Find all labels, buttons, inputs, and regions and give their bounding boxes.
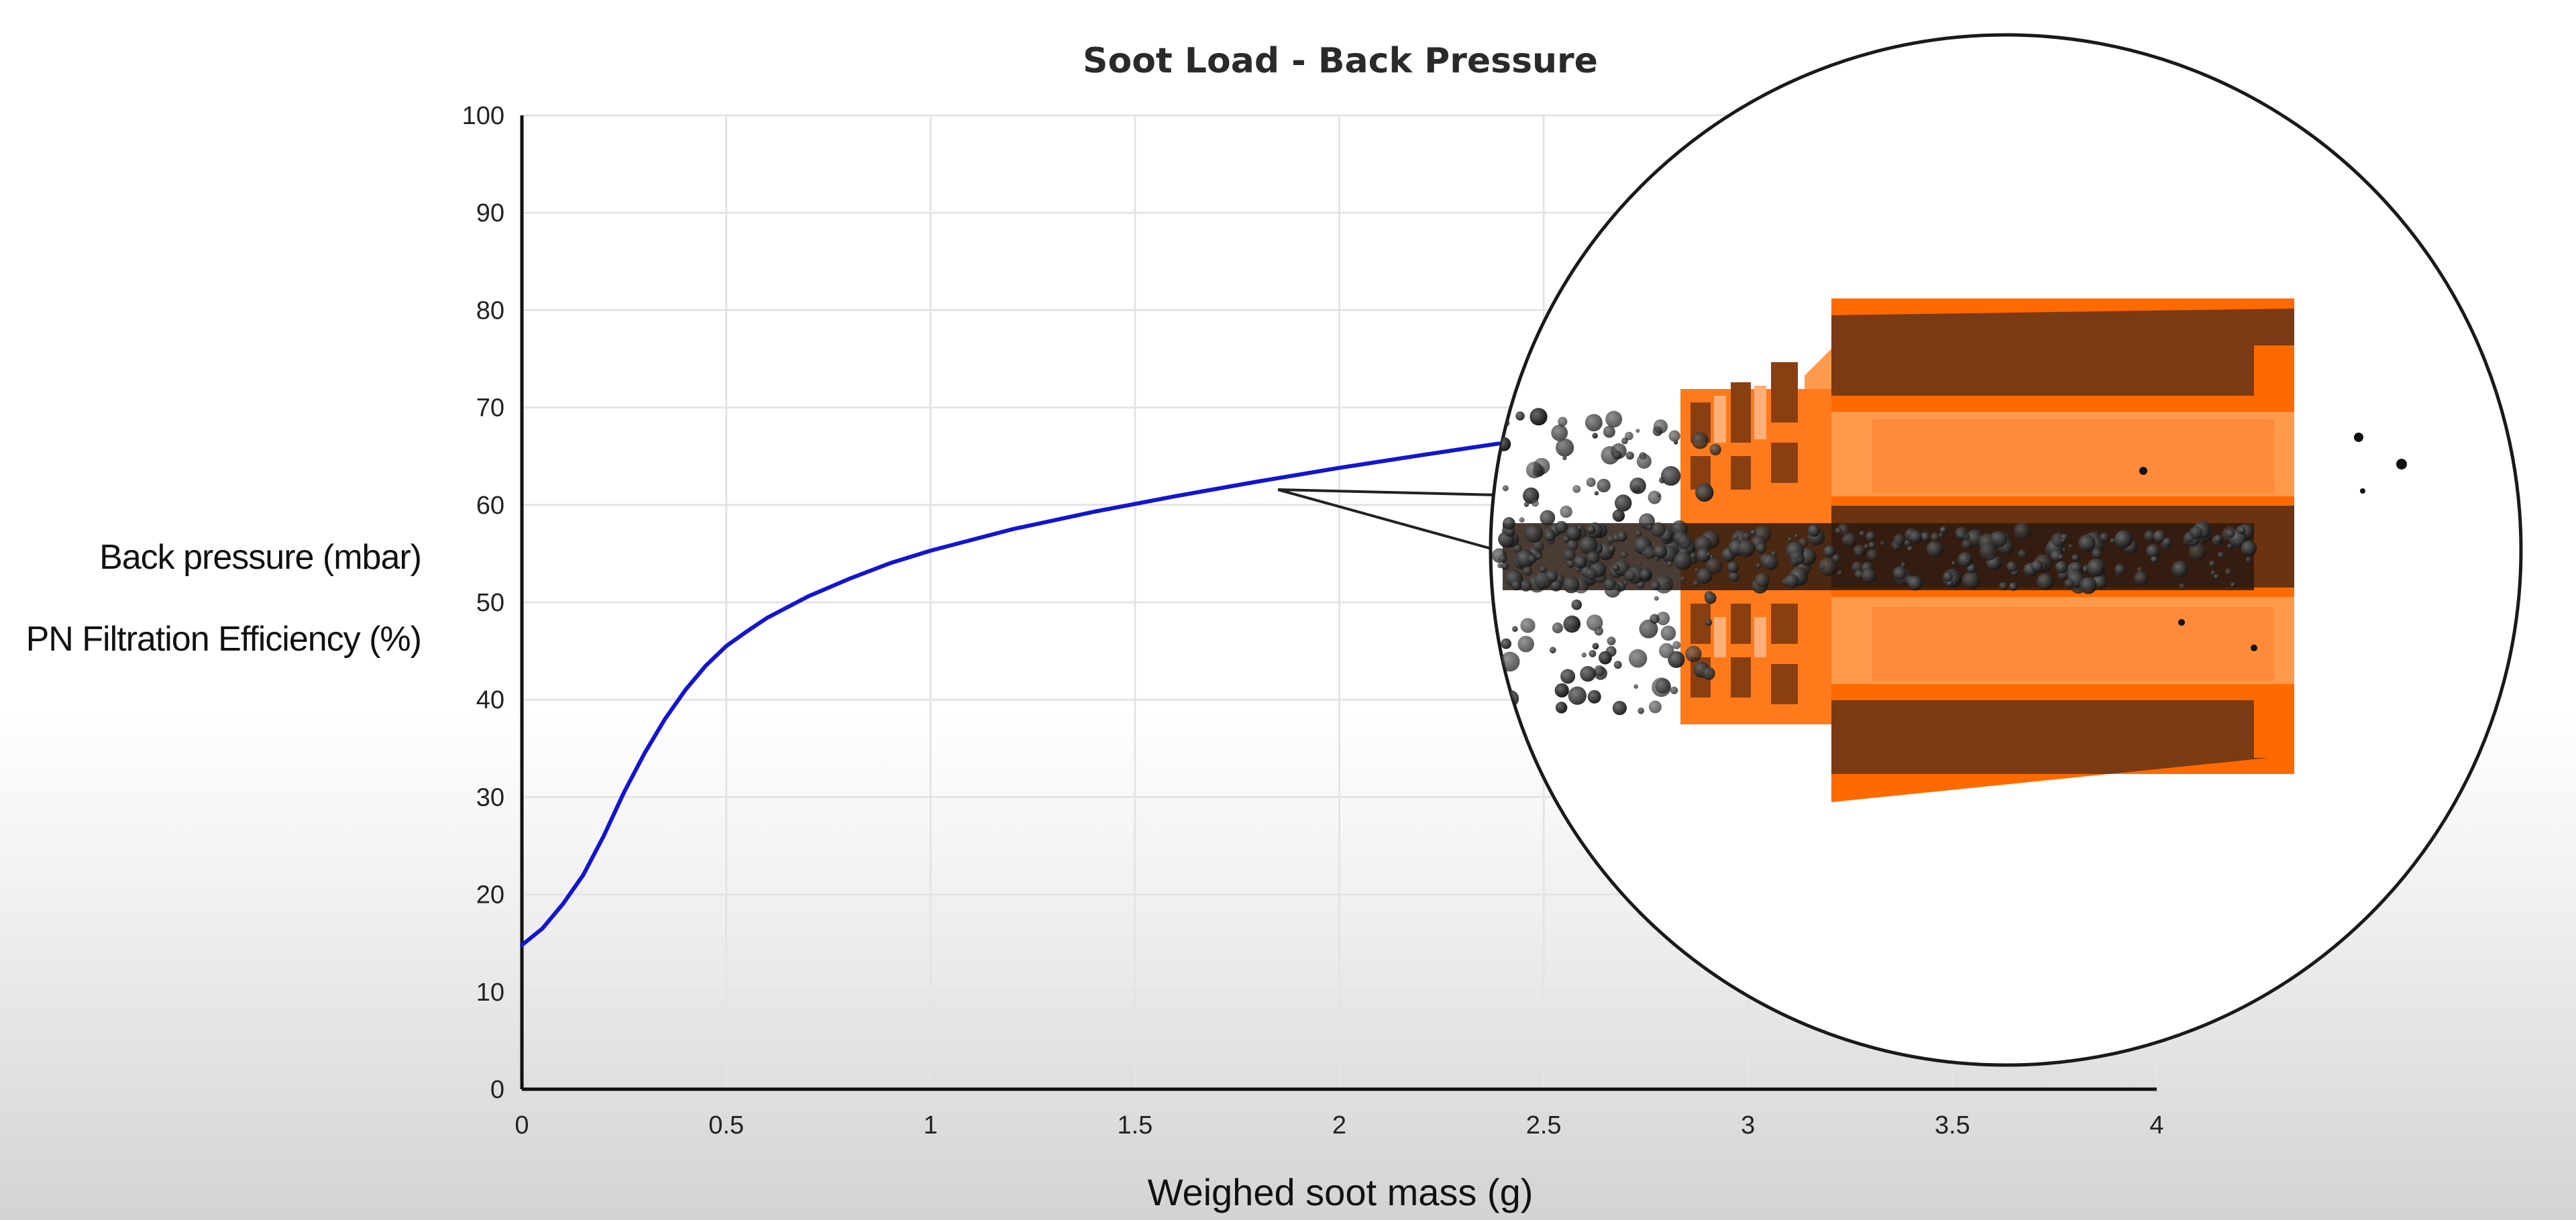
y-tick-label: 70 [476, 394, 504, 423]
y-tick-label: 50 [476, 589, 504, 617]
x-axis-label: Weighed soot mass (g) [1148, 1171, 1534, 1213]
magnifier-inset [1489, 33, 2523, 1067]
x-tick-label: 0 [515, 1111, 529, 1140]
x-tick-label: 3.5 [1935, 1111, 1970, 1140]
x-tick-label: 4 [2149, 1111, 2163, 1140]
y-tick-label: 10 [476, 979, 504, 1007]
x-tick-label: 3 [1741, 1111, 1755, 1140]
callout-lines [1277, 488, 1497, 551]
chart-series [520, 441, 1501, 948]
y-tick-label: 40 [476, 686, 504, 714]
y-tick-label: 80 [476, 296, 504, 325]
y-tick-label: 100 [462, 102, 504, 130]
x-tick-label: 1.5 [1117, 1111, 1152, 1140]
y-tick-label: 0 [490, 1076, 504, 1104]
chart-axes [520, 115, 2157, 1091]
x-tick-label: 1 [924, 1111, 938, 1140]
y-axis-label-pn-efficiency: PN Filtration Efficiency (%) [26, 620, 421, 659]
particulate-filter-illustration [1492, 298, 2407, 802]
y-tick-label: 60 [476, 492, 504, 520]
soot-particles [1492, 408, 2257, 716]
y-tick-label: 20 [476, 881, 504, 909]
chart-title: Soot Load - Back Pressure [1083, 41, 1598, 81]
chart-tick-labels: 0 10 20 30 40 50 60 70 80 90 100 0 0.5 1 1.5 2 2.5 3 3.5 4 [462, 102, 2164, 1140]
y-tick-label: 30 [476, 783, 504, 812]
x-tick-label: 2.5 [1526, 1111, 1562, 1140]
y-tick-label: 90 [476, 199, 504, 227]
x-tick-label: 2 [1332, 1111, 1346, 1140]
x-tick-label: 0.5 [708, 1111, 744, 1140]
back-pressure-series-line [520, 441, 1501, 948]
y-axis-label-back-pressure: Back pressure (mbar) [99, 538, 421, 577]
